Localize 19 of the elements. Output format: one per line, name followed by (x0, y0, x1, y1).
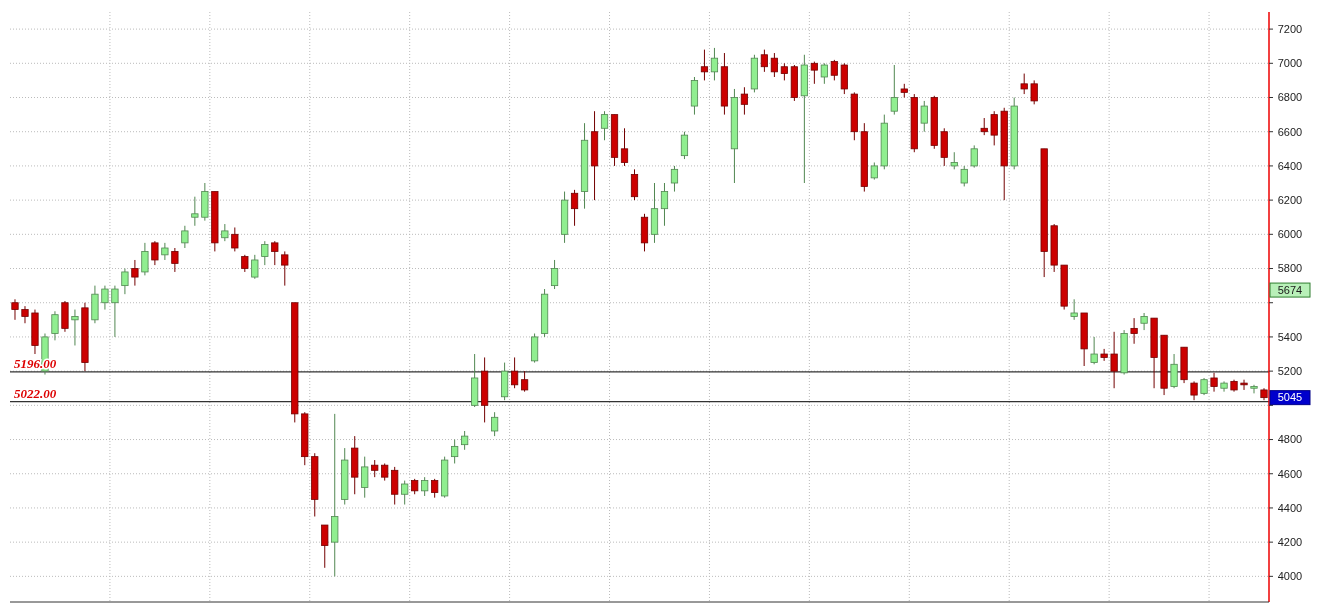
y-tick-label: 7200 (1277, 22, 1303, 35)
ref-line-label: 5196.00 (14, 355, 57, 371)
ref-line-label: 5022.00 (14, 385, 57, 401)
annotation: 5045 (1277, 391, 1303, 404)
y-tick-label: 7000 (1277, 57, 1303, 70)
y-tick-label: 6400 (1277, 159, 1303, 172)
y-tick-label: 4400 (1277, 501, 1303, 514)
y-tick-label: 4200 (1277, 535, 1303, 548)
annotation: 5674 (1277, 283, 1303, 296)
y-tick-label: 5400 (1277, 330, 1303, 343)
y-tick-label: 4000 (1277, 570, 1303, 583)
y-tick-label: 4800 (1277, 433, 1303, 446)
y-tick-label: 6200 (1277, 193, 1303, 206)
y-tick-label: 6600 (1277, 125, 1303, 138)
y-tick-label: 6000 (1277, 228, 1303, 241)
y-tick-label: 5200 (1277, 364, 1303, 377)
y-tick-label: 5800 (1277, 262, 1303, 275)
y-tick-label: 4600 (1277, 467, 1303, 480)
y-tick-label: 6800 (1277, 91, 1303, 104)
